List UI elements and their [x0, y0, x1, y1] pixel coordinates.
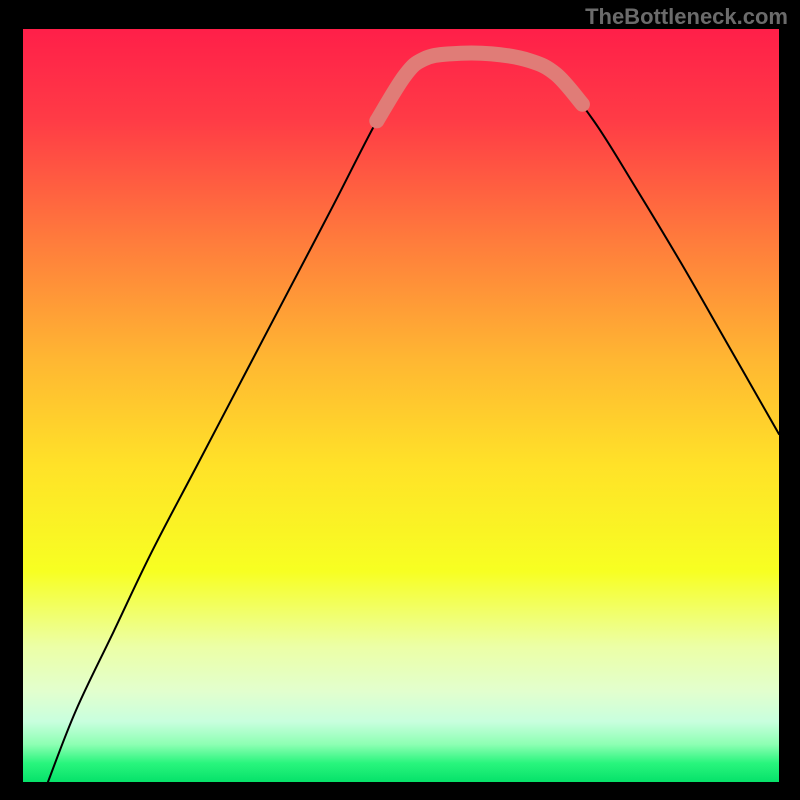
watermark-text: TheBottleneck.com [585, 4, 788, 30]
gradient-background [23, 29, 779, 782]
bottleneck-chart [23, 29, 779, 782]
